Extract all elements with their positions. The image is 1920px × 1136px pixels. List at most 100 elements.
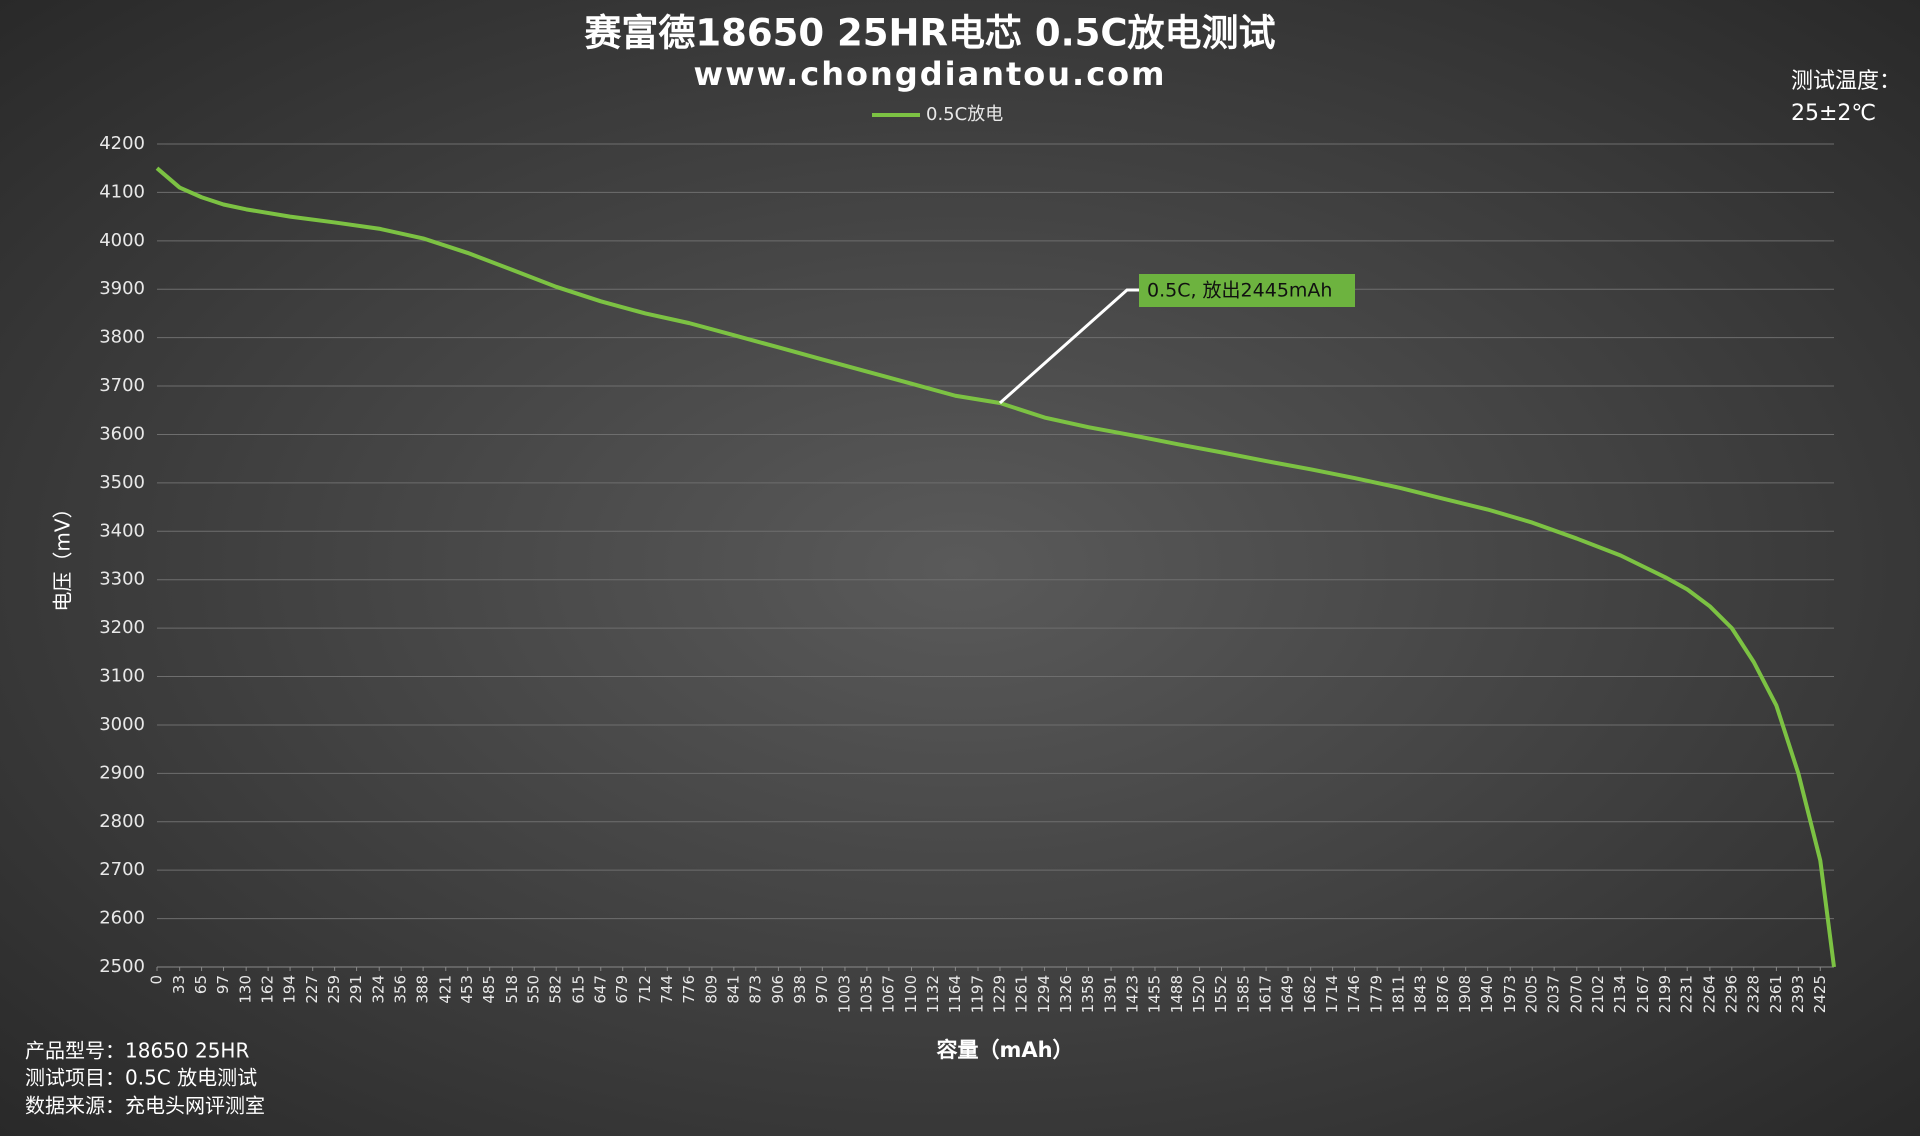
x-tick-label: 1229: [990, 975, 1008, 1013]
x-tick-label: 1067: [879, 975, 897, 1013]
x-tick-label: 97: [214, 975, 232, 994]
x-tick-label: 776: [680, 975, 698, 1004]
footer-note: 数据来源：充电头网评测室: [25, 1094, 265, 1118]
legend-label: 0.5C放电: [926, 104, 1003, 125]
y-tick-label: 2900: [99, 762, 145, 783]
x-tick-label: 65: [192, 975, 210, 994]
x-tick-label: 809: [702, 975, 720, 1004]
y-tick-label: 3300: [99, 569, 145, 590]
y-tick-label: 3700: [99, 375, 145, 396]
x-tick-label: 550: [525, 975, 543, 1004]
x-tick-label: 194: [281, 975, 299, 1004]
x-tick-label: 1326: [1057, 975, 1075, 1013]
x-tick-label: 1261: [1012, 975, 1030, 1013]
x-tick-label: 518: [503, 975, 521, 1004]
y-tick-label: 2500: [99, 956, 145, 977]
x-tick-label: 1164: [946, 975, 964, 1013]
x-tick-label: 2199: [1656, 975, 1674, 1013]
x-tick-label: 2425: [1811, 975, 1829, 1013]
x-tick-label: 1714: [1323, 975, 1341, 1013]
x-tick-label: 1811: [1390, 975, 1408, 1013]
x-tick-label: 0: [148, 975, 166, 985]
side-note: 25±2℃: [1791, 101, 1876, 126]
x-tick-label: 1197: [969, 975, 987, 1013]
x-tick-label: 2134: [1611, 975, 1629, 1013]
x-tick-label: 1294: [1035, 975, 1053, 1013]
x-tick-label: 744: [658, 975, 676, 1004]
x-tick-label: 679: [613, 975, 631, 1004]
footer-note: 测试项目：0.5C 放电测试: [25, 1066, 257, 1090]
y-tick-label: 4000: [99, 230, 145, 251]
footer-note: 产品型号：18650 25HR: [25, 1039, 249, 1063]
annotation-box: [1139, 274, 1355, 307]
x-tick-label: 2296: [1722, 975, 1740, 1013]
y-tick-label: 3200: [99, 617, 145, 638]
data-line: [155, 166, 1836, 968]
x-tick-label: 485: [480, 975, 498, 1004]
x-tick-label: 324: [370, 975, 388, 1004]
x-tick-label: 1843: [1412, 975, 1430, 1013]
x-tick-label: 2328: [1744, 975, 1762, 1013]
x-tick-label: 1779: [1368, 975, 1386, 1013]
y-tick-label: 2800: [99, 811, 145, 832]
x-tick-label: 873: [746, 975, 764, 1004]
x-tick-label: 2231: [1678, 975, 1696, 1013]
x-tick-label: 227: [303, 975, 321, 1004]
y-tick-label: 2700: [99, 859, 145, 880]
x-tick-label: 162: [259, 975, 277, 1004]
y-tick-label: 3800: [99, 327, 145, 348]
x-tick-label: 1940: [1478, 975, 1496, 1013]
x-tick-label: 1100: [902, 975, 920, 1013]
x-tick-label: 2037: [1545, 975, 1563, 1013]
x-tick-label: 421: [436, 975, 454, 1004]
x-tick-label: 291: [347, 975, 365, 1004]
x-tick-label: 1358: [1079, 975, 1097, 1013]
y-tick-label: 3400: [99, 520, 145, 541]
x-tick-label: 1585: [1235, 975, 1253, 1013]
y-tick-label: 3500: [99, 472, 145, 493]
x-tick-label: 1003: [835, 975, 853, 1013]
y-tick-label: 3600: [99, 423, 145, 444]
x-tick-label: 1035: [857, 975, 875, 1013]
annotation-text: 0.5C, 放出2445mAh: [1147, 280, 1332, 302]
x-tick-label: 1908: [1456, 975, 1474, 1013]
x-tick-label: 1423: [1124, 975, 1142, 1013]
x-tick-label: 615: [569, 975, 587, 1004]
x-tick-label: 2102: [1589, 975, 1607, 1013]
x-tick-label: 2167: [1634, 975, 1652, 1013]
x-tick-label: 33: [170, 975, 188, 994]
x-tick-label: 841: [724, 975, 742, 1004]
x-tick-label: 388: [414, 975, 432, 1004]
x-tick-label: 1746: [1345, 975, 1363, 1013]
x-tick-label: 1617: [1257, 975, 1275, 1013]
x-tick-label: 938: [791, 975, 809, 1004]
x-tick-label: 2393: [1789, 975, 1807, 1013]
x-tick-label: 1552: [1212, 975, 1230, 1013]
y-tick-label: 3000: [99, 714, 145, 735]
x-tick-label: 2005: [1523, 975, 1541, 1013]
y-tick-label: 4100: [99, 181, 145, 202]
x-tick-label: 906: [769, 975, 787, 1004]
x-tick-label: 453: [458, 975, 476, 1004]
x-tick-label: 1649: [1279, 975, 1297, 1013]
x-tick-label: 712: [636, 975, 654, 1004]
x-tick-label: 130: [237, 975, 255, 1004]
x-tick-label: 2264: [1700, 975, 1718, 1013]
x-tick-label: 1682: [1301, 975, 1319, 1013]
x-tick-label: 1488: [1168, 975, 1186, 1013]
x-tick-label: 2361: [1767, 975, 1785, 1013]
x-tick-label: 1973: [1501, 975, 1519, 1013]
x-tick-label: 259: [325, 975, 343, 1004]
chart-title: 赛富德18650 25HR电芯 0.5C放电测试: [584, 12, 1275, 55]
y-tick-label: 3900: [99, 278, 145, 299]
x-tick-label: 970: [813, 975, 831, 1004]
x-tick-label: 356: [392, 975, 410, 1004]
x-tick-label: 2070: [1567, 975, 1585, 1013]
chart-subtitle: www.chongdiantou.com: [694, 55, 1167, 93]
x-tick-label: 1520: [1190, 975, 1208, 1013]
y-tick-label: 3100: [99, 666, 145, 687]
x-axis-label: 容量（mAh）: [936, 1038, 1073, 1062]
